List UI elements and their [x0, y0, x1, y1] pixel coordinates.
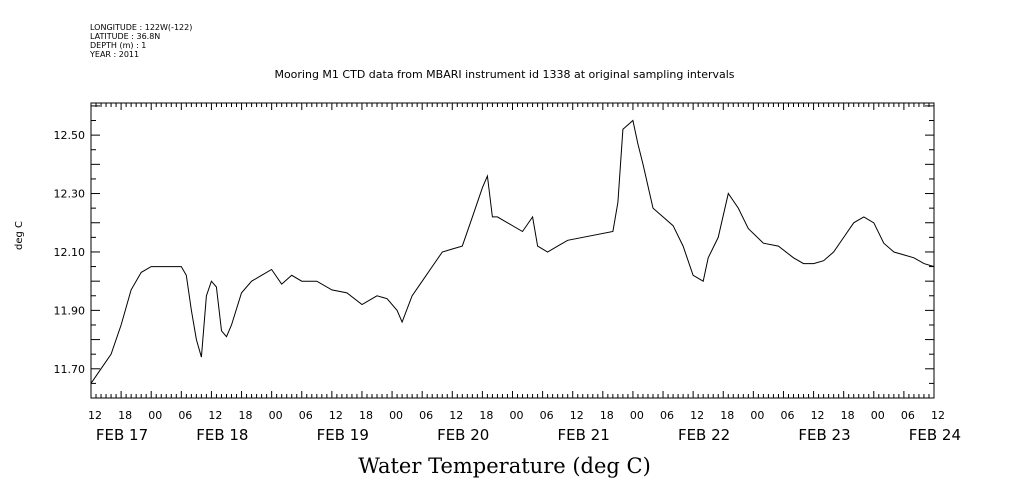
- x-hour-tick-label: 06: [178, 409, 192, 422]
- x-hour-tick-label: 18: [479, 409, 493, 422]
- y-tick-label: 11.70: [54, 363, 86, 376]
- x-hour-tick-label: 00: [630, 409, 644, 422]
- x-hour-tick-label: 06: [660, 409, 674, 422]
- x-date-label: FEB 19: [317, 426, 369, 444]
- x-hour-tick-label: 00: [269, 409, 283, 422]
- x-hour-tick-label: 00: [389, 409, 403, 422]
- x-hour-tick-label: 12: [811, 409, 825, 422]
- y-tick-labels: 11.70 11.90 12.10 12.30 12.50: [54, 129, 86, 376]
- x-hour-tick-label: 06: [901, 409, 915, 422]
- x-hour-tick-label: 06: [540, 409, 554, 422]
- x-date-label: FEB 24: [909, 426, 961, 444]
- x-hour-tick-label: 12: [208, 409, 222, 422]
- x-hour-tick-label: 06: [299, 409, 313, 422]
- y-tick-label: 12.50: [54, 129, 86, 142]
- x-hour-tick-label: 00: [510, 409, 524, 422]
- water-temperature-line: [90, 119, 935, 384]
- x-hour-tick-label: 06: [780, 409, 794, 422]
- y-tick-label: 12.10: [54, 246, 86, 259]
- x-hour-tick-label: 12: [329, 409, 343, 422]
- x-hour-tick-label: 00: [148, 409, 162, 422]
- x-date-label: FEB 18: [196, 426, 248, 444]
- x-hour-tick-label: 12: [690, 409, 704, 422]
- x-hour-tick-label: 00: [750, 409, 764, 422]
- plot-frame: [90, 102, 935, 399]
- tick-marks: [90, 103, 935, 399]
- x-axis-label: Water Temperature (deg C): [358, 454, 651, 478]
- depth-label: DEPTH (m) : 1: [90, 41, 147, 50]
- x-hour-tick-label: 12: [449, 409, 463, 422]
- x-hour-tick-label: 06: [419, 409, 433, 422]
- x-hour-tick-label: 18: [239, 409, 253, 422]
- x-tick-labels: 12 18 00 06 12 18 00 06 12 18 00 06 12 18 00 06 12 18 00 06…: [88, 409, 961, 444]
- x-date-label: FEB 20: [437, 426, 489, 444]
- x-hour-tick-label: 12: [570, 409, 584, 422]
- y-tick-label: 11.90: [54, 304, 86, 317]
- x-hour-tick-label: 18: [720, 409, 734, 422]
- x-hour-tick-label: 18: [118, 409, 132, 422]
- y-tick-label: 12.30: [54, 188, 86, 201]
- x-hour-tick-label: 12: [88, 409, 102, 422]
- x-hour-tick-label: 18: [841, 409, 855, 422]
- x-date-label: FEB 21: [558, 426, 610, 444]
- chart-title: Mooring M1 CTD data from MBARI instrumen…: [274, 68, 735, 81]
- longitude-label: LONGITUDE : 122W(-122): [90, 23, 193, 32]
- x-date-label: FEB 22: [678, 426, 730, 444]
- x-hour-tick-label: 18: [600, 409, 614, 422]
- x-hour-tick-label: 12: [931, 409, 945, 422]
- latitude-label: LATITUDE : 36.8N: [90, 32, 161, 41]
- x-hour-tick-label: 18: [359, 409, 373, 422]
- x-date-label: FEB 23: [798, 426, 850, 444]
- x-date-label: FEB 17: [96, 426, 148, 444]
- year-label: YEAR : 2011: [90, 50, 140, 59]
- x-hour-tick-label: 00: [871, 409, 885, 422]
